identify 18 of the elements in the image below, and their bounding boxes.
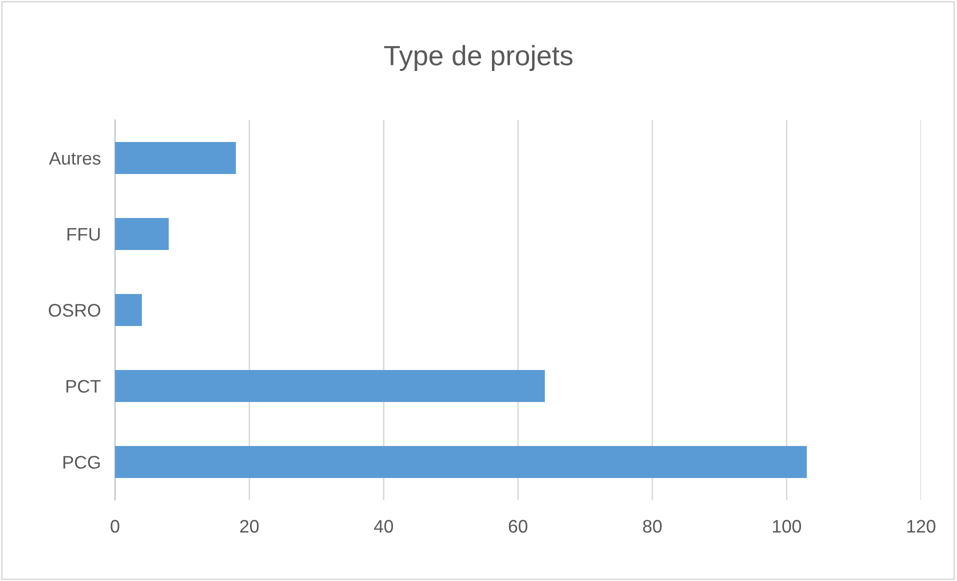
chart-title: Type de projets bbox=[384, 45, 572, 71]
y-tick-label: OSRO bbox=[48, 304, 100, 317]
bar bbox=[115, 294, 142, 326]
y-tick-label: PCG bbox=[63, 456, 100, 469]
x-tick-label: 40 bbox=[374, 520, 394, 533]
x-tick-label: 60 bbox=[508, 520, 528, 533]
y-tick-label: FFU bbox=[67, 228, 100, 241]
bar bbox=[115, 370, 545, 402]
y-tick-label: PCT bbox=[66, 380, 101, 393]
x-tick-label: 80 bbox=[643, 520, 662, 533]
x-tick-label: 120 bbox=[907, 520, 936, 533]
x-tick-label: 100 bbox=[772, 520, 802, 533]
y-tick-label: Autres bbox=[48, 152, 100, 165]
bar bbox=[115, 142, 236, 174]
x-tick-label: 0 bbox=[110, 520, 120, 533]
bar bbox=[115, 218, 169, 250]
bar bbox=[115, 446, 807, 478]
x-tick-label: 20 bbox=[240, 520, 259, 533]
